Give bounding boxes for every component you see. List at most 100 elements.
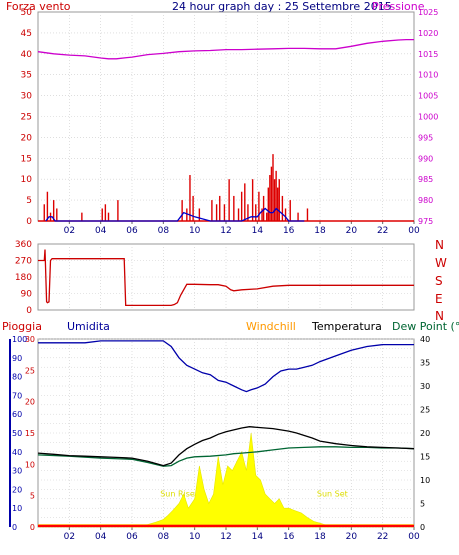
- climate-panel-xtick-label-8: 18: [314, 532, 326, 542]
- wind-panel-xtick-label-5: 12: [220, 226, 231, 236]
- climate-panel-xtick-label-7: 16: [283, 532, 295, 542]
- temp-ytick-label-4: 20: [25, 398, 35, 407]
- pressure-ytick-label-1: 980: [418, 196, 433, 205]
- wind-panel-xtick-label-1: 04: [95, 226, 107, 236]
- right-ytick-label-2: 10: [420, 476, 430, 485]
- compass-n-top: N: [435, 238, 444, 252]
- wind-panel-xtick-label-0: 02: [64, 226, 75, 236]
- label-dewpoint: Dew Point (°C: [392, 320, 459, 333]
- wind-panel-xtick-label-8: 18: [314, 226, 326, 236]
- hum-ytick-label-4: 40: [12, 448, 22, 457]
- dir-ytick-label-4: 360: [15, 240, 32, 250]
- temp-ytick-label-5: 25: [25, 366, 35, 375]
- climate-panel-xtick-label-2: 06: [126, 532, 138, 542]
- right-ytick-label-0: 0: [420, 523, 425, 532]
- label-pioggia: Pioggia: [2, 320, 42, 333]
- wind-ytick-label-5: 25: [21, 113, 32, 123]
- hum-ytick-label-0: 0: [12, 523, 17, 532]
- pressure-ytick-label-3: 990: [418, 154, 433, 163]
- right-ytick-label-1: 5: [420, 500, 425, 509]
- climate-panel-xtick-label-9: 20: [346, 532, 358, 542]
- wind-panel-xtick-label-11: 00: [408, 226, 420, 236]
- pressure-ytick-label-5: 1000: [418, 113, 438, 122]
- hum-ytick-label-10: 100: [12, 335, 27, 344]
- temperature-line: [37, 426, 415, 467]
- wind-ytick-label-2: 10: [21, 175, 33, 185]
- temp-ytick-label-3: 15: [25, 429, 35, 438]
- dir-ytick-label-0: 0: [26, 306, 32, 316]
- right-ytick-label-4: 20: [420, 429, 430, 438]
- pressure-ytick-label-4: 995: [418, 133, 433, 142]
- dir-ytick-label-2: 180: [15, 273, 32, 283]
- sunrise-label: Sun Rise: [160, 489, 195, 498]
- wind-panel-xtick-label-10: 22: [377, 226, 388, 236]
- wind-panel-xtick-label-6: 14: [252, 226, 264, 236]
- climate-panel-xtick-label-10: 22: [377, 532, 388, 542]
- climate-panel-xtick-label-1: 04: [95, 532, 107, 542]
- direction-line: [38, 249, 414, 307]
- wind-ytick-label-10: 50: [21, 8, 33, 18]
- climate-panel-xtick-label-5: 12: [220, 532, 231, 542]
- header-left-label: Forza vento: [6, 0, 71, 13]
- wind-ytick-label-3: 15: [21, 154, 32, 164]
- hum-ytick-label-2: 20: [12, 485, 22, 494]
- temp-ytick-label-0: 0: [30, 523, 35, 532]
- wind-panel-xtick-label-3: 08: [158, 226, 170, 236]
- compass-s: S: [435, 274, 443, 288]
- header-title: 24 hour graph day : 25 Settembre 2015: [172, 0, 392, 13]
- wind-ytick-label-0: 0: [26, 217, 32, 227]
- wind-panel-xtick-label-9: 20: [346, 226, 358, 236]
- right-ytick-label-6: 30: [420, 382, 430, 391]
- label-umidita: Umidita: [67, 320, 110, 333]
- pressure-ytick-label-7: 1010: [418, 71, 438, 80]
- pressure-ytick-label-2: 985: [418, 175, 433, 184]
- temp-ytick-label-2: 10: [25, 460, 35, 469]
- hum-ytick-label-3: 30: [12, 467, 22, 476]
- wind-ytick-label-9: 45: [21, 29, 32, 39]
- climate-panel-xtick-label-6: 14: [252, 532, 264, 542]
- wind-ytick-label-8: 40: [21, 50, 33, 60]
- right-ytick-label-5: 25: [420, 406, 430, 415]
- right-ytick-label-8: 40: [420, 335, 430, 344]
- pressure-ytick-label-0: 975: [418, 217, 433, 226]
- gust-line: [45, 207, 305, 222]
- label-windchill: Windchill: [246, 320, 296, 333]
- label-temperatura: Temperatura: [312, 320, 382, 333]
- solar-area: [128, 432, 339, 528]
- wind-ytick-label-4: 20: [21, 133, 33, 143]
- dir-ytick-label-1: 90: [21, 290, 33, 300]
- temp-ytick-label-6: 30: [25, 335, 35, 344]
- humidity-line: [38, 340, 414, 393]
- wind-panel-xtick-label-4: 10: [189, 226, 201, 236]
- right-ytick-label-3: 15: [420, 453, 430, 462]
- pressure-ytick-label-10: 1025: [418, 8, 438, 17]
- pressure-line: [37, 38, 414, 60]
- dir-ytick-label-3: 270: [15, 257, 32, 267]
- sunset-label: Sun Set: [317, 489, 348, 498]
- wind-ytick-label-6: 30: [21, 92, 33, 102]
- climate-panel-xtick-label-4: 10: [189, 532, 201, 542]
- compass-w: W: [435, 256, 447, 270]
- hum-ytick-label-9: 90: [12, 354, 22, 363]
- climate-panel-xtick-label-0: 02: [64, 532, 75, 542]
- pressure-ytick-label-8: 1015: [418, 50, 438, 59]
- hum-ytick-label-7: 70: [12, 391, 22, 400]
- temp-ytick-label-1: 5: [30, 492, 35, 501]
- compass-n-bottom: N: [435, 309, 444, 323]
- dewpoint-line: [37, 446, 415, 467]
- climate-panel-xtick-label-11: 00: [408, 532, 420, 542]
- wind-panel-xtick-label-2: 06: [126, 226, 138, 236]
- climate-panel-xtick-label-3: 08: [158, 532, 170, 542]
- wind-ytick-label-1: 5: [26, 196, 32, 206]
- right-ytick-label-7: 35: [420, 359, 430, 368]
- hum-ytick-label-1: 10: [12, 504, 22, 513]
- wind-ytick-label-7: 35: [21, 71, 32, 81]
- pressure-ytick-label-6: 1005: [418, 92, 438, 101]
- compass-e: E: [435, 292, 443, 306]
- hum-ytick-label-8: 80: [12, 373, 22, 382]
- wind-panel-xtick-label-7: 16: [283, 226, 295, 236]
- hum-ytick-label-6: 60: [12, 410, 22, 419]
- header-right-label: Pressione: [372, 0, 425, 13]
